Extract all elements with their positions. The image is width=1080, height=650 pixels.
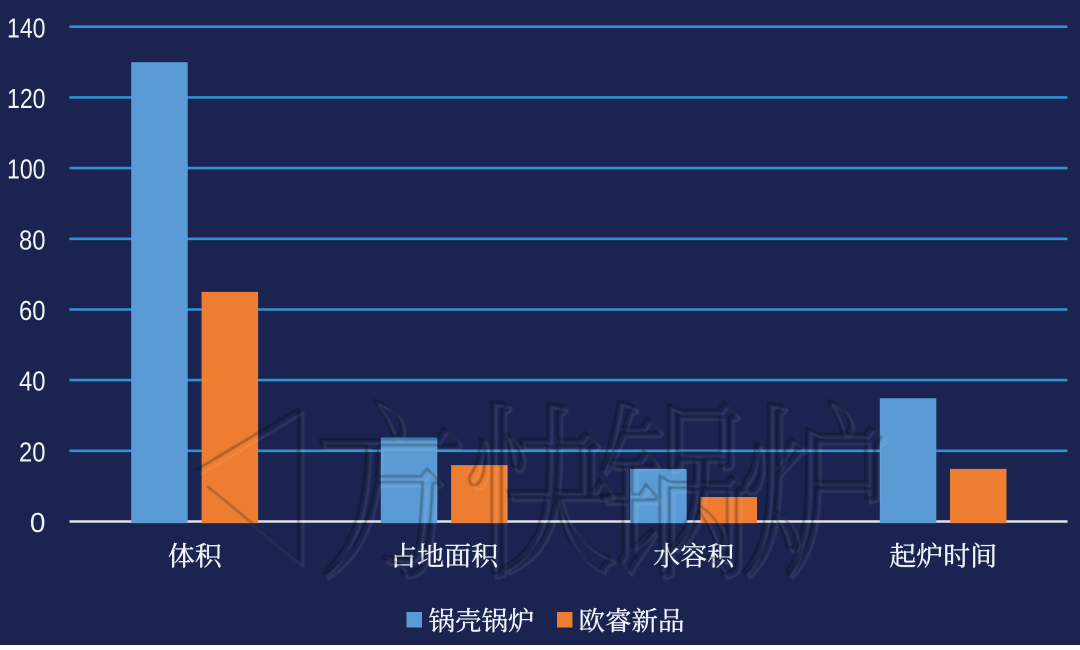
svg-text:80: 80 (19, 224, 46, 255)
svg-text:120: 120 (7, 83, 46, 114)
svg-text:140: 140 (7, 12, 46, 43)
svg-text:60: 60 (19, 295, 46, 326)
svg-text:0: 0 (30, 507, 46, 538)
svg-text:100: 100 (7, 154, 46, 185)
svg-text:20: 20 (19, 436, 46, 467)
svg-text:40: 40 (19, 366, 46, 397)
